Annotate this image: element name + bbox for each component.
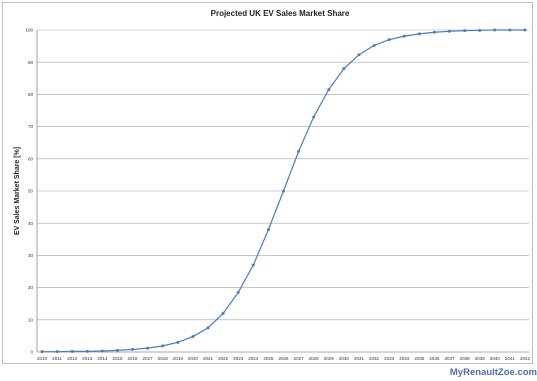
data-point-2032 (372, 43, 376, 47)
y-tick-labels: 0 10 20 30 40 50 60 70 80 90 100 (25, 28, 33, 355)
x-tick-label: 2038 (460, 356, 471, 361)
x-tick-label: 2028 (309, 356, 320, 361)
x-tick-label: 2030 (339, 356, 350, 361)
data-point-2013 (85, 349, 89, 353)
x-tick-label: 2020 (188, 356, 199, 361)
x-tick-label: 2042 (520, 356, 531, 361)
data-point-2041 (508, 28, 512, 32)
x-tick-labels: 2010 2011 2012 2013 2014 2015 2016 2017 2018 2019… (37, 356, 531, 361)
data-point-2015 (115, 348, 119, 352)
x-tick-label: 2015 (112, 356, 123, 361)
x-tick-label: 2010 (37, 356, 48, 361)
data-point-2019 (176, 340, 180, 344)
gridlines (37, 29, 529, 321)
x-tick-label: 2014 (97, 356, 108, 361)
data-point-2011 (55, 350, 59, 354)
data-point-2016 (131, 347, 135, 351)
x-tick-label: 2034 (399, 356, 410, 361)
data-point-2029 (327, 88, 331, 92)
data-point-2030 (342, 67, 346, 71)
x-tick-label: 2040 (490, 356, 501, 361)
y-axis-label: EV Sales Market Share [%] (14, 147, 21, 235)
data-point-2034 (402, 34, 406, 38)
data-point-2042 (523, 28, 527, 32)
x-tick-label: 2037 (445, 356, 456, 361)
x-tick-label: 2016 (128, 356, 139, 361)
x-tick-label: 2032 (369, 356, 380, 361)
data-point-2026 (282, 189, 285, 193)
x-tick-label: 2027 (294, 356, 305, 361)
x-tick-label: 2033 (384, 356, 395, 361)
data-point-2035 (417, 32, 421, 36)
x-tick-label: 2031 (354, 356, 365, 361)
chart-title: Projected UK EV Sales Market Share (211, 9, 350, 18)
y-tick-label: 80 (28, 92, 34, 97)
x-tick-label: 2035 (414, 356, 425, 361)
data-point-2038 (463, 29, 467, 33)
x-tick-label: 2029 (324, 356, 335, 361)
x-tick-label: 2013 (82, 356, 93, 361)
x-tick-label: 2018 (158, 356, 169, 361)
x-tick-label: 2039 (475, 356, 486, 361)
data-point-2023 (236, 290, 240, 294)
data-point-2024 (251, 263, 255, 267)
y-tick-label: 30 (28, 253, 34, 258)
data-point-2025 (266, 228, 270, 232)
x-tick-label: 2021 (203, 356, 214, 361)
data-point-2031 (357, 53, 361, 57)
x-tick-label: 2024 (248, 356, 259, 361)
data-point-2014 (100, 349, 104, 353)
data-point-2022 (221, 311, 225, 315)
data-point-2039 (478, 28, 482, 32)
x-tick-label: 2019 (173, 356, 184, 361)
y-tick-label: 0 (30, 350, 33, 355)
data-point-2027 (297, 149, 301, 153)
y-tick-label: 90 (28, 60, 34, 65)
x-tick-label: 2041 (505, 356, 516, 361)
watermark-text: MyRenaultZoe.com (449, 367, 537, 378)
data-point-2036 (432, 30, 436, 34)
data-point-2040 (493, 28, 497, 32)
x-tick-label: 2022 (218, 356, 229, 361)
x-tick-label: 2036 (429, 356, 440, 361)
x-tick-label: 2012 (67, 356, 78, 361)
x-tick-label: 2011 (52, 356, 62, 361)
x-tick-label: 2017 (143, 356, 154, 361)
x-tick-label: 2023 (233, 356, 244, 361)
data-point-2028 (312, 115, 316, 119)
data-point-2033 (387, 38, 391, 42)
y-tick-label: 70 (28, 124, 34, 129)
y-tick-label: 60 (28, 156, 34, 161)
line-chart: Projected UK EV Sales Market Share 0 10 20… (14, 9, 531, 361)
y-tick-label: 40 (28, 221, 34, 226)
data-point-2037 (448, 29, 452, 33)
data-point-2021 (206, 326, 210, 330)
y-tick-label: 10 (28, 317, 34, 322)
x-tick-label: 2025 (263, 356, 274, 361)
data-point-2018 (161, 344, 165, 348)
y-tick-label: 100 (25, 28, 33, 33)
y-tick-label: 50 (28, 189, 34, 194)
data-point-2017 (146, 346, 150, 350)
series-layer (40, 28, 527, 354)
data-point-2012 (70, 349, 74, 353)
y-tick-label: 20 (28, 285, 34, 290)
data-point-2020 (191, 335, 195, 339)
chart-frame: Projected UK EV Sales Market Share 0 10 20… (2, 2, 533, 364)
data-point-2010 (40, 350, 44, 354)
x-tick-label: 2026 (278, 356, 289, 361)
